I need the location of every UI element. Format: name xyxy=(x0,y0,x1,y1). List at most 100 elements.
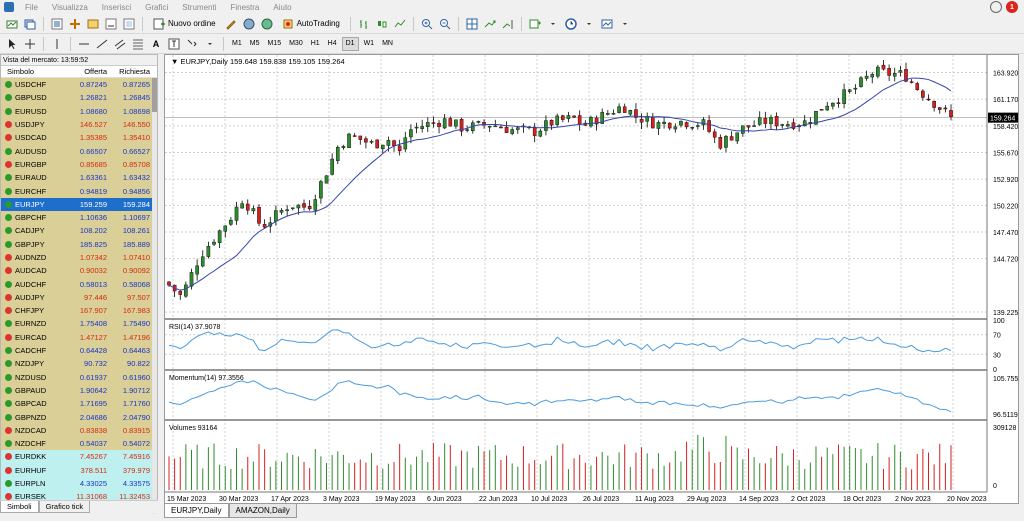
column-symbol[interactable]: Simbolo xyxy=(7,67,35,76)
market-watch-row[interactable]: GBPCAD 1.71695 1.71760 xyxy=(1,397,153,411)
metaeditor-icon[interactable] xyxy=(223,16,239,32)
market-watch-row[interactable]: GBPUSD 1.26821 1.26845 xyxy=(1,91,153,105)
market-watch-row[interactable]: CHFJPY 167.907 167.983 xyxy=(1,304,153,318)
market-watch-row[interactable]: GBPNZD 2.04686 2.04790 xyxy=(1,410,153,424)
market-watch-row[interactable]: EURAUD 1.63361 1.63432 xyxy=(1,171,153,185)
market-watch-row[interactable]: USDCAD 1.35385 1.35410 xyxy=(1,131,153,145)
chart-window[interactable]: 15 Mar 2023 30 Mar 2023 17 Apr 2023 3 May 2… xyxy=(164,54,1022,504)
zoom-out-icon[interactable] xyxy=(437,16,453,32)
market-watch-row[interactable]: GBPAUD 1.90642 1.90712 xyxy=(1,383,153,398)
market-watch-row[interactable]: AUDJPY 97.446 97.507 xyxy=(1,290,153,305)
chart-tab-eurjpy[interactable]: EURJPY,Daily xyxy=(164,504,229,518)
arrows-icon[interactable] xyxy=(184,36,200,52)
market-watch-row[interactable]: NZDJPY 90.732 90.822 xyxy=(1,357,153,371)
cursor-icon[interactable] xyxy=(4,36,20,52)
market-watch-row[interactable]: EURCHF 0.94819 0.94856 xyxy=(1,184,153,198)
indicators-icon[interactable] xyxy=(527,16,543,32)
market-watch-scrollbar[interactable] xyxy=(152,78,157,514)
dropdown-arrow-icon[interactable] xyxy=(545,16,561,32)
equidistant-channel-icon[interactable] xyxy=(112,36,128,52)
fibonacci-icon[interactable] xyxy=(130,36,146,52)
market-watch-row[interactable]: EURGBP 0.85685 0.85708 xyxy=(1,157,153,172)
chart-canvas[interactable]: 15 Mar 2023 30 Mar 2023 17 Apr 2023 3 May 2… xyxy=(165,55,1022,503)
market-watch-icon[interactable] xyxy=(49,16,65,32)
market-watch-row[interactable]: EURJPY 159.259 159.284 xyxy=(1,197,153,211)
bar-chart-icon[interactable] xyxy=(356,16,372,32)
market-watch-row[interactable]: CADJPY 108.202 108.261 xyxy=(1,224,153,238)
zoom-in-icon[interactable] xyxy=(419,16,435,32)
text-tool-icon[interactable]: A xyxy=(152,38,160,49)
menu-charts[interactable]: Grafici xyxy=(145,2,169,12)
timeframe-h1[interactable]: H1 xyxy=(310,40,320,47)
timeframe-mn[interactable]: MN xyxy=(382,40,393,47)
notification-badge[interactable]: 1 xyxy=(1006,1,1018,13)
timeframe-m5[interactable]: M5 xyxy=(249,40,260,47)
new-chart-icon[interactable] xyxy=(4,16,20,32)
line-chart-icon[interactable] xyxy=(392,16,408,32)
market-watch-row[interactable]: EURHUF 378.511 379.979 xyxy=(1,463,153,477)
market-watch-row[interactable]: AUDNZD 1.07342 1.07410 xyxy=(1,250,153,265)
horizontal-line-icon[interactable] xyxy=(76,36,92,52)
menu-insert[interactable]: Inserisci xyxy=(101,2,132,12)
candlestick-chart-icon[interactable] xyxy=(374,16,390,32)
column-bid[interactable]: Offerta xyxy=(84,67,107,76)
market-watch-row[interactable]: AUDCHF 0.58013 0.58068 xyxy=(1,277,153,291)
market-watch-row[interactable]: EURDKK 7.45267 7.45916 xyxy=(1,450,153,464)
menu-file[interactable]: File xyxy=(25,2,38,12)
menu-view[interactable]: Visualizza xyxy=(51,2,88,12)
timeframe-h4[interactable]: H4 xyxy=(327,40,337,47)
rsi-axis-label: 70 xyxy=(993,333,1001,340)
trendline-icon[interactable] xyxy=(94,36,110,52)
market-watch-row[interactable]: GBPCHF 1.10636 1.10697 xyxy=(1,210,153,225)
market-watch-row[interactable]: NZDCAD 0.83838 0.83915 xyxy=(1,423,153,438)
terminal-icon[interactable] xyxy=(103,16,119,32)
navigator-icon[interactable] xyxy=(85,16,101,32)
market-watch-row[interactable]: CADCHF 0.64428 0.64463 xyxy=(1,343,153,358)
strategy-tester-icon[interactable] xyxy=(121,16,137,32)
market-watch-row[interactable]: AUDUSD 0.66507 0.66527 xyxy=(1,144,153,158)
timeframe-w1[interactable]: W1 xyxy=(363,40,375,47)
timeframe-m15[interactable]: M15 xyxy=(267,40,282,47)
dropdown-arrow-icon[interactable] xyxy=(202,36,218,52)
market-watch-row[interactable]: NZDCHF 0.54037 0.54072 xyxy=(1,437,153,451)
timeframe-m1[interactable]: M1 xyxy=(232,40,242,47)
candle-body xyxy=(375,139,379,149)
market-watch-row[interactable]: USDJPY 146.527 146.550 xyxy=(1,117,153,132)
market-watch-row[interactable]: GBPJPY 185.825 185.889 xyxy=(1,237,153,251)
tile-windows-icon[interactable] xyxy=(464,16,480,32)
data-window-icon[interactable] xyxy=(67,16,83,32)
market-watch-row[interactable]: USDCHF 0.87245 0.87265 xyxy=(1,78,153,92)
auto-scroll-icon[interactable] xyxy=(482,16,498,32)
market-watch-row[interactable]: EURCAD 1.47127 1.47196 xyxy=(1,330,153,344)
dropdown-arrow-icon[interactable] xyxy=(617,16,633,32)
crosshair-icon[interactable] xyxy=(22,36,38,52)
market-watch-row[interactable]: EURUSD 1.08680 1.08698 xyxy=(1,104,153,118)
tab-symbols[interactable]: Simboli xyxy=(0,501,39,513)
chart-shift-icon[interactable] xyxy=(500,16,516,32)
signals-icon[interactable] xyxy=(241,16,257,32)
dropdown-arrow-icon[interactable] xyxy=(581,16,597,32)
timeframe-d1[interactable]: D1 xyxy=(341,36,359,51)
search-icon[interactable] xyxy=(990,1,1002,13)
market-watch-row[interactable]: AUDCAD 0.90032 0.90092 xyxy=(1,264,153,278)
vertical-line-icon[interactable] xyxy=(49,36,65,52)
periods-icon[interactable] xyxy=(563,16,579,32)
templates-icon[interactable] xyxy=(599,16,615,32)
menu-help[interactable]: Aiuto xyxy=(273,2,292,12)
chart-tab-amazon[interactable]: AMAZON,Daily xyxy=(228,504,297,518)
menu-window[interactable]: Finestra xyxy=(230,2,260,12)
text-label-icon[interactable] xyxy=(166,36,182,52)
new-order-button[interactable]: Nuovo ordine xyxy=(148,16,221,32)
market-watch-row[interactable]: EURPLN 4.33025 4.33575 xyxy=(1,476,153,491)
autotrading-button[interactable]: AutoTrading xyxy=(277,16,345,32)
market-icon[interactable] xyxy=(259,16,275,32)
tab-tick-chart[interactable]: Grafico tick xyxy=(38,501,91,513)
profiles-icon[interactable] xyxy=(22,16,38,32)
volume-label: Volumes 93164 xyxy=(169,425,217,432)
market-watch-row[interactable]: EURNZD 1.75408 1.75490 xyxy=(1,317,153,331)
scrollbar-thumb[interactable] xyxy=(152,78,157,112)
menu-tools[interactable]: Strumenti xyxy=(182,2,217,12)
column-ask[interactable]: Richiesta xyxy=(119,67,150,76)
timeframe-m30[interactable]: M30 xyxy=(289,40,303,47)
market-watch-row[interactable]: NZDUSD 0.61937 0.61960 xyxy=(1,370,153,384)
